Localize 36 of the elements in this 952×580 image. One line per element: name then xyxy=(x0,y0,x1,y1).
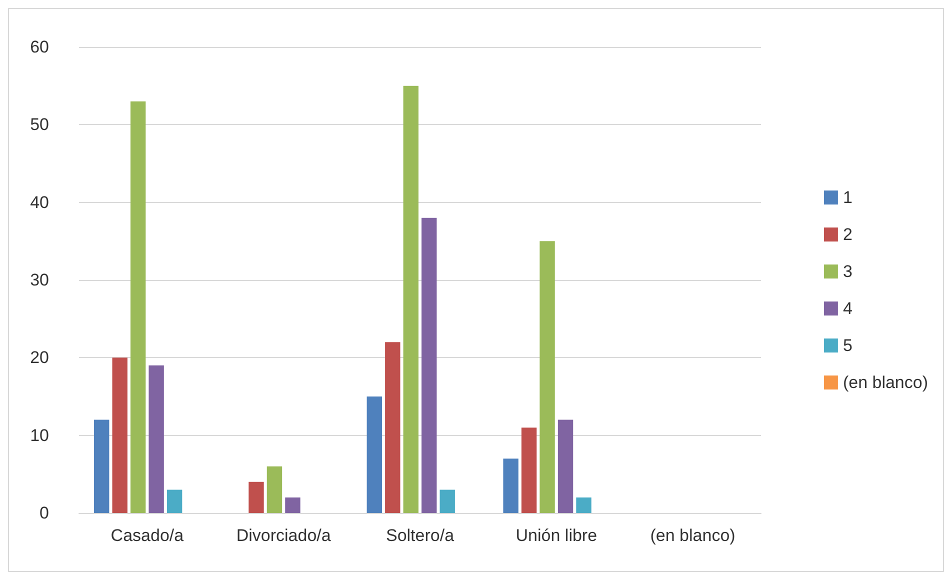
y-tick-label: 60 xyxy=(30,38,49,56)
bar xyxy=(521,428,537,513)
y-tick-label: 40 xyxy=(30,192,49,212)
bar xyxy=(166,490,182,513)
y-tick-label: 20 xyxy=(30,348,49,368)
x-tick-label: Unión libre xyxy=(516,526,598,545)
x-tick-label: (en blanco) xyxy=(650,526,736,545)
legend-label: 5 xyxy=(842,336,852,355)
bar xyxy=(112,358,128,513)
legend-label: 2 xyxy=(842,225,852,244)
y-tick-label: 10 xyxy=(30,426,49,445)
bar xyxy=(266,466,282,513)
bar xyxy=(422,218,437,513)
bar xyxy=(94,420,110,513)
legend-label: 3 xyxy=(842,262,852,281)
legend-label: 1 xyxy=(842,188,852,207)
bar xyxy=(148,365,164,513)
bar xyxy=(440,490,455,513)
bar xyxy=(366,396,382,513)
y-tick-label: 30 xyxy=(30,270,49,290)
bar xyxy=(576,497,592,513)
legend-label: 4 xyxy=(842,299,852,318)
bar xyxy=(248,482,264,513)
bar xyxy=(503,458,518,513)
bar xyxy=(540,241,555,513)
bar xyxy=(558,420,574,513)
bar xyxy=(130,101,146,513)
bar xyxy=(285,497,300,513)
x-tick-label: Soltero/a xyxy=(386,526,455,545)
legend-label: (en blanco) xyxy=(842,373,928,392)
x-tick-label: Casado/a xyxy=(110,526,184,545)
y-tick-label: 0 xyxy=(40,504,49,522)
bar xyxy=(403,86,418,513)
y-tick-label: 50 xyxy=(30,115,49,134)
x-tick-label: Divorciado/a xyxy=(236,526,332,545)
bar xyxy=(385,342,400,513)
